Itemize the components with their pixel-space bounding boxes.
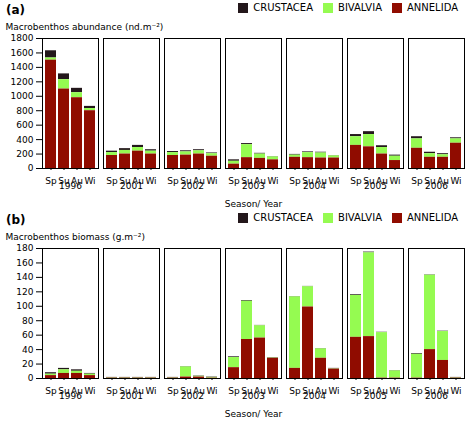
html-text:BIVALVIA: BIVALVIA xyxy=(338,212,382,223)
svg-text:1200: 1200 xyxy=(11,77,34,87)
html-text:ANNELIDA: ANNELIDA xyxy=(407,2,458,13)
svg-text:Su: Su xyxy=(119,176,130,186)
svg-text:Wi: Wi xyxy=(267,176,278,186)
svg-text:Au: Au xyxy=(71,386,83,396)
svg-text:120: 120 xyxy=(16,287,33,297)
svg-text:Au: Au xyxy=(193,386,205,396)
svg-text:Sp: Sp xyxy=(228,176,240,186)
svg-text:Sp: Sp xyxy=(289,386,301,396)
svg-text:Au: Au xyxy=(437,386,449,396)
html-text:ANNELIDA: ANNELIDA xyxy=(407,212,458,223)
svg-text:Macrobenthos biomass (g.m⁻²): Macrobenthos biomass (g.m⁻²) xyxy=(6,232,145,242)
svg-text:Au: Au xyxy=(376,386,388,396)
svg-text:Au: Au xyxy=(376,176,388,186)
svg-text:140: 140 xyxy=(16,272,33,282)
svg-text:Sp: Sp xyxy=(411,176,423,186)
svg-text:1800: 1800 xyxy=(11,33,34,43)
svg-text:Wi: Wi xyxy=(145,176,156,186)
svg-text:Wi: Wi xyxy=(145,386,156,396)
svg-text:Sp: Sp xyxy=(350,176,362,186)
svg-text:Season/ Year: Season/ Year xyxy=(225,199,283,209)
svg-text:Sp: Sp xyxy=(167,386,179,396)
svg-text:Au: Au xyxy=(71,176,83,186)
svg-text:1000: 1000 xyxy=(11,91,34,101)
svg-text:Wi: Wi xyxy=(328,386,339,396)
svg-text:Wi: Wi xyxy=(328,176,339,186)
svg-text:Sp: Sp xyxy=(350,386,362,396)
svg-text:Wi: Wi xyxy=(450,386,461,396)
svg-text:Au: Au xyxy=(315,386,327,396)
svg-text:Sp: Sp xyxy=(228,386,240,396)
svg-text:Su: Su xyxy=(302,176,313,186)
svg-text:Su: Su xyxy=(241,176,252,186)
svg-text:Wi: Wi xyxy=(450,176,461,186)
svg-text:Su: Su xyxy=(363,386,374,396)
svg-text:Sp: Sp xyxy=(167,176,179,186)
html-text:CRUSTACEA: CRUSTACEA xyxy=(253,2,313,13)
svg-text:Wi: Wi xyxy=(84,176,95,186)
svg-text:Au: Au xyxy=(437,176,449,186)
svg-text:160: 160 xyxy=(16,258,33,268)
html-text:(b): (b) xyxy=(6,213,26,227)
svg-text:180: 180 xyxy=(16,243,33,253)
svg-text:Wi: Wi xyxy=(206,176,217,186)
svg-text:Su: Su xyxy=(302,386,313,396)
svg-text:Wi: Wi xyxy=(389,176,400,186)
svg-text:0: 0 xyxy=(28,373,34,383)
svg-text:Au: Au xyxy=(254,176,266,186)
svg-text:40: 40 xyxy=(22,344,34,354)
svg-text:Su: Su xyxy=(180,386,191,396)
svg-text:80: 80 xyxy=(22,316,34,326)
svg-text:200: 200 xyxy=(16,149,33,159)
svg-text:Season/ Year: Season/ Year xyxy=(225,409,283,419)
svg-text:Sp: Sp xyxy=(411,386,423,396)
svg-text:Wi: Wi xyxy=(389,386,400,396)
svg-text:Su: Su xyxy=(424,386,435,396)
svg-text:Su: Su xyxy=(241,386,252,396)
svg-text:Sp: Sp xyxy=(106,386,118,396)
svg-text:Au: Au xyxy=(132,386,144,396)
svg-text:Su: Su xyxy=(58,386,69,396)
html-text:(a): (a) xyxy=(6,3,26,17)
svg-text:Sp: Sp xyxy=(45,176,57,186)
svg-text:Wi: Wi xyxy=(206,386,217,396)
svg-text:Su: Su xyxy=(363,176,374,186)
svg-text:20: 20 xyxy=(22,359,34,369)
svg-text:Sp: Sp xyxy=(289,176,301,186)
html-text:BIVALVIA: BIVALVIA xyxy=(338,2,382,13)
svg-text:Wi: Wi xyxy=(84,386,95,396)
svg-text:1400: 1400 xyxy=(11,62,34,72)
svg-text:Wi: Wi xyxy=(267,386,278,396)
svg-text:Au: Au xyxy=(315,176,327,186)
svg-text:400: 400 xyxy=(16,134,33,144)
svg-text:Au: Au xyxy=(254,386,266,396)
svg-text:Macrobenthos abundance (nd.m⁻²: Macrobenthos abundance (nd.m⁻²) xyxy=(6,22,164,32)
svg-text:Su: Su xyxy=(180,176,191,186)
html-text:CRUSTACEA: CRUSTACEA xyxy=(253,212,313,223)
svg-text:Sp: Sp xyxy=(106,176,118,186)
svg-text:60: 60 xyxy=(22,330,34,340)
svg-text:1600: 1600 xyxy=(11,48,34,58)
svg-text:Su: Su xyxy=(58,176,69,186)
svg-text:600: 600 xyxy=(16,120,33,130)
svg-text:0: 0 xyxy=(28,163,34,173)
svg-text:Su: Su xyxy=(424,176,435,186)
svg-text:Au: Au xyxy=(193,176,205,186)
svg-text:800: 800 xyxy=(16,106,33,116)
svg-text:Sp: Sp xyxy=(45,386,57,396)
svg-text:Su: Su xyxy=(119,386,130,396)
svg-text:100: 100 xyxy=(16,301,33,311)
svg-text:Au: Au xyxy=(132,176,144,186)
